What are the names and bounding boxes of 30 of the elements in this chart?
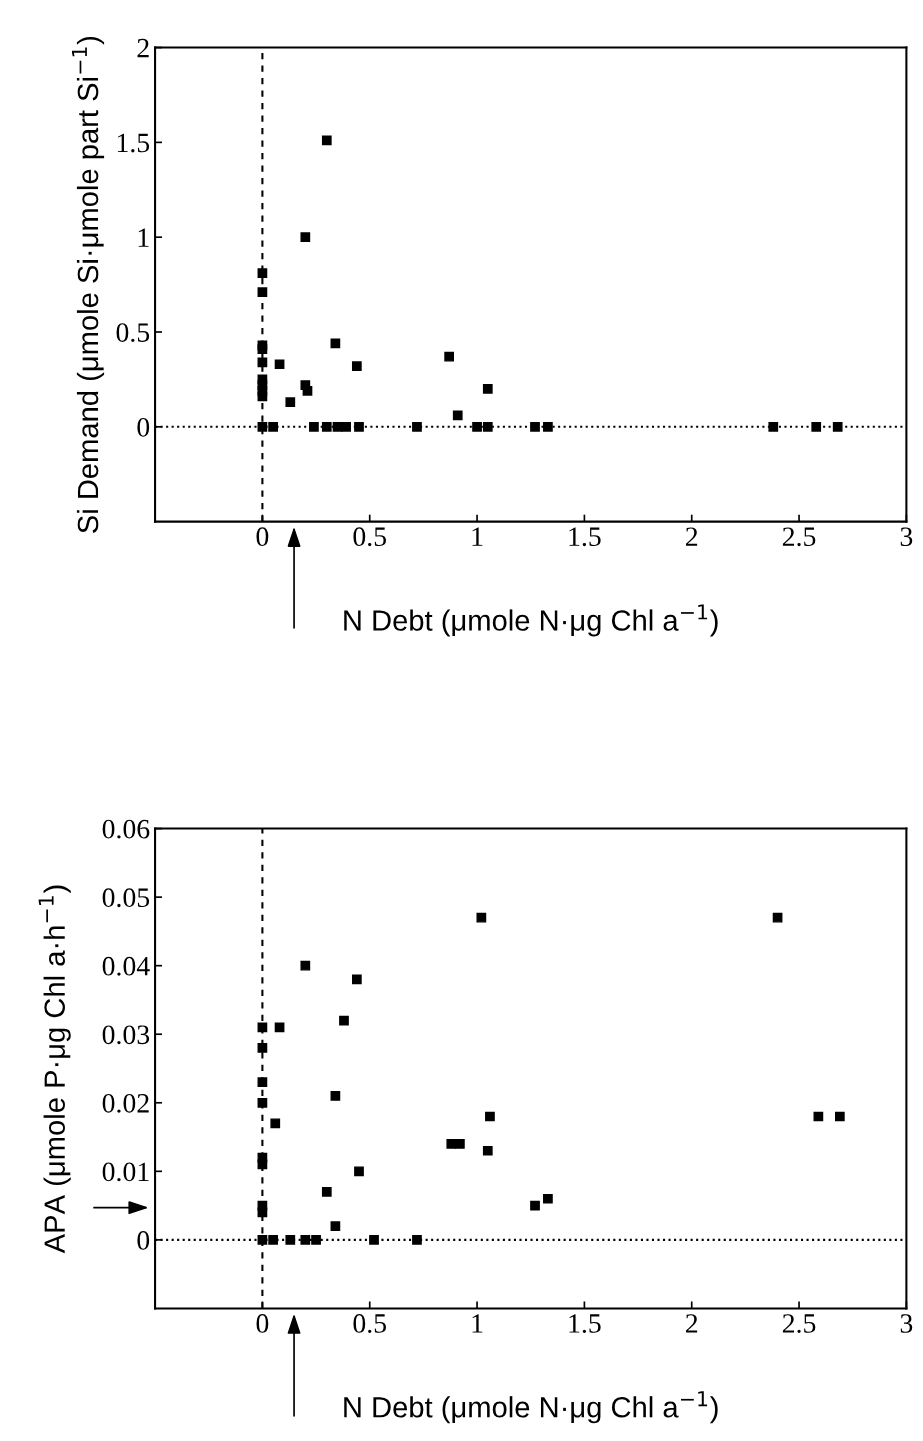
x-tick-label: 0.5	[353, 527, 386, 547]
x-tick-label: 1	[472, 1314, 483, 1333]
y-tick-label: 0.5	[116, 323, 150, 343]
y-axis-title: Si Demand (μmole Si·μmole part Si$^{−1}$)	[71, 36, 105, 533]
y-tick-label: 1.5	[117, 133, 150, 153]
x-tick-label: 0	[256, 527, 269, 547]
y-axis-title: APA (μmole P·μg Chl a·h$^{−1}$)	[38, 885, 71, 1254]
y-tick-label: 0.01	[102, 1162, 149, 1182]
x-tick-label: 0.5	[353, 1314, 386, 1333]
x-tick-label: 1	[472, 527, 483, 546]
y-tick-label: 0.04	[102, 956, 150, 976]
x-tick-label: 1.5	[569, 1314, 601, 1333]
y-tick-label: 0	[137, 1231, 150, 1250]
x-tick-label: 2.5	[782, 1314, 816, 1333]
x-axis-title: N Debt (μmole N·μg Chl a$^{−1}$)	[344, 604, 718, 637]
y-tick-label: 0	[137, 417, 150, 437]
y-tick-label: 2	[137, 38, 149, 58]
y-tick-label: 0.03	[102, 1025, 150, 1045]
x-tick-label: 2	[686, 1314, 698, 1333]
x-tick-label: 3	[900, 527, 913, 547]
x-tick-label: 1.5	[569, 527, 601, 547]
x-tick-label: 2	[686, 527, 698, 546]
y-tick-label: 0.06	[102, 819, 150, 839]
x-tick-label: 3	[900, 1314, 913, 1333]
y-tick-label: 0.05	[102, 888, 150, 908]
y-tick-label: 0.02	[102, 1093, 149, 1113]
y-tick-label: 1	[138, 228, 149, 247]
x-tick-label: 2.5	[782, 527, 816, 547]
x-tick-label: 0	[256, 1314, 269, 1333]
x-axis-title: N Debt (μmole N·μg Chl a$^{−1}$)	[344, 1391, 718, 1424]
